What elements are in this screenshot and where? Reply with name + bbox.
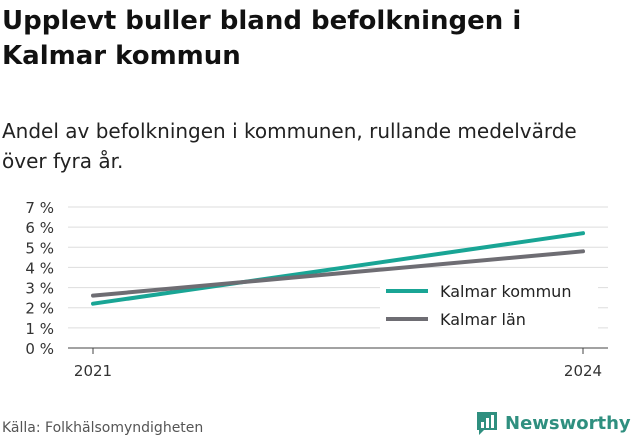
line-chart: 0 % 1 % 2 % 3 % 4 % 5 % 6 % 7 % 2021 2024 Kalmar k…: [25, 199, 608, 380]
series-line-1: [91, 249, 585, 298]
y-tick-label: 6 %: [25, 219, 54, 237]
brand-name: Newsworthy: [505, 412, 631, 434]
brand-logo: Newsworthy: [475, 408, 631, 438]
y-tick-label: 2 %: [25, 300, 54, 318]
y-tick-label: 7 %: [25, 199, 54, 217]
source-note: Källa: Folkhälsomyndigheten: [2, 420, 204, 436]
y-tick-label: 5 %: [25, 239, 54, 257]
legend-box: [380, 278, 598, 334]
legend-label-1: Kalmar län: [440, 310, 526, 329]
series-line-0: [91, 231, 585, 306]
bar-chart-logo-icon: [477, 412, 497, 435]
x-tick-label: 2024: [564, 362, 602, 380]
y-tick-label: 4 %: [25, 259, 54, 277]
y-tick-label: 1 %: [25, 320, 54, 338]
chart-subtitle: Andel av befolkningen i kommunen, rullan…: [2, 119, 577, 173]
y-tick-label: 0 %: [25, 340, 54, 358]
x-tick-label: 2021: [74, 362, 112, 380]
chart-title: Upplevt buller bland befolkningen i Kalm…: [2, 6, 522, 71]
legend-label-0: Kalmar kommun: [440, 282, 571, 301]
y-tick-label: 3 %: [25, 280, 54, 298]
